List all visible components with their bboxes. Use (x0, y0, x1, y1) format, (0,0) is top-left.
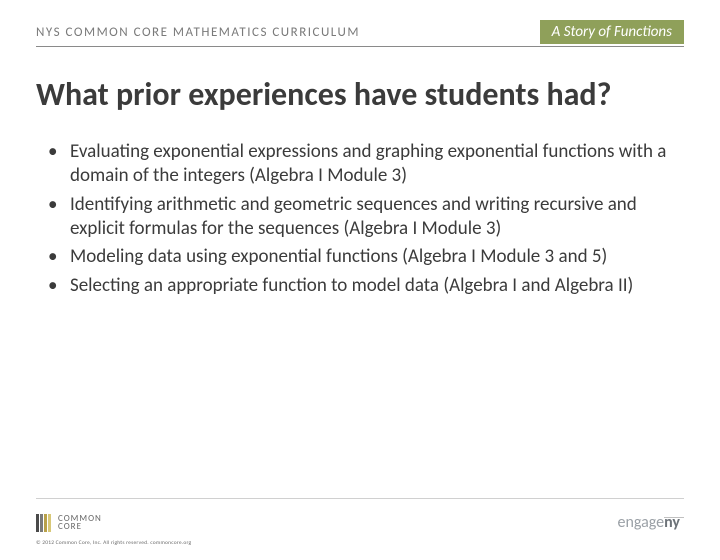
list-item: Evaluating exponential expressions and g… (48, 140, 672, 189)
page-title: What prior experiences have students had… (36, 75, 684, 114)
engage-part2: ny (664, 513, 680, 532)
copyright-text: © 2012 Common Core, Inc. All rights rese… (36, 540, 191, 546)
footer: COMMON CORE © 2012 Common Core, Inc. All… (0, 498, 720, 560)
list-item: Identifying arithmetic and geometric seq… (48, 193, 672, 242)
bullet-list: Evaluating exponential expressions and g… (48, 140, 672, 298)
footer-rule (36, 498, 684, 499)
header-right-text: A Story of Functions (552, 23, 672, 41)
logo-bar (40, 514, 43, 532)
logo-bar (44, 514, 47, 532)
slide: NYS COMMON CORE MATHEMATICS CURRICULUM A… (0, 20, 720, 560)
header: NYS COMMON CORE MATHEMATICS CURRICULUM A… (36, 20, 684, 47)
logo-text-bottom: CORE (58, 523, 102, 531)
common-core-logo: COMMON CORE (36, 514, 102, 532)
engage-part1: engage (618, 513, 665, 532)
logo-text: COMMON CORE (58, 515, 102, 531)
logo-bar (36, 514, 39, 532)
list-item: Selecting an appropriate function to mod… (48, 274, 672, 298)
logo-bar (48, 514, 51, 532)
list-item: Modeling data using exponential function… (48, 245, 672, 269)
header-right-box: A Story of Functions (540, 20, 684, 44)
engageny-logo: engageny (618, 513, 681, 532)
header-left: NYS COMMON CORE MATHEMATICS CURRICULUM (36, 25, 360, 40)
logo-bars-icon (36, 514, 52, 532)
